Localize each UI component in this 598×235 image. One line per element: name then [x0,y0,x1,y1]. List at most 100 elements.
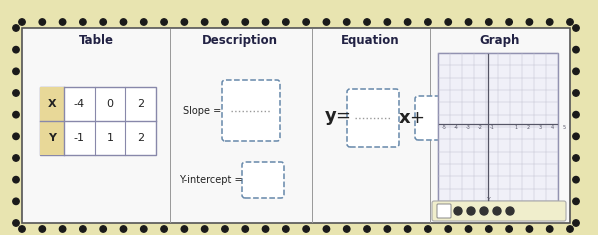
FancyBboxPatch shape [432,201,566,221]
Circle shape [573,198,579,204]
Text: Y-intercept =: Y-intercept = [179,175,243,185]
Circle shape [59,19,66,25]
Circle shape [547,226,553,232]
Circle shape [454,207,462,215]
Circle shape [573,111,579,118]
Circle shape [202,19,208,25]
Circle shape [573,155,579,161]
Circle shape [202,226,208,232]
Circle shape [19,19,25,25]
Text: 3: 3 [538,125,542,130]
Circle shape [59,226,66,232]
Bar [40,87,156,155]
Bar [22,28,570,223]
Text: -2: -2 [478,125,483,130]
Circle shape [120,19,127,25]
Text: 1: 1 [514,125,517,130]
Text: -5: -5 [441,125,447,130]
Circle shape [283,226,289,232]
Circle shape [573,68,579,74]
FancyBboxPatch shape [347,89,399,147]
Circle shape [573,220,579,226]
Circle shape [526,226,533,232]
Circle shape [13,111,19,118]
FancyBboxPatch shape [222,80,280,141]
Circle shape [567,19,573,25]
Circle shape [161,19,167,25]
Circle shape [573,25,579,31]
Text: 0: 0 [106,99,114,109]
Text: $\mathbf{y}$=: $\mathbf{y}$= [324,109,351,127]
Circle shape [263,226,269,232]
Text: Description: Description [202,34,278,47]
FancyBboxPatch shape [242,162,284,198]
Circle shape [100,226,106,232]
FancyBboxPatch shape [437,204,451,218]
Circle shape [480,207,488,215]
Circle shape [13,220,19,226]
Circle shape [364,19,370,25]
Circle shape [13,176,19,183]
Text: Equation: Equation [341,34,399,47]
Circle shape [573,47,579,53]
Circle shape [486,19,492,25]
Text: -3: -3 [466,125,471,130]
Text: -1: -1 [490,125,495,130]
Circle shape [404,226,411,232]
Circle shape [80,19,86,25]
Circle shape [567,226,573,232]
Circle shape [19,226,25,232]
Circle shape [283,19,289,25]
Circle shape [425,19,431,25]
Circle shape [222,226,228,232]
Circle shape [161,226,167,232]
Text: Slope =: Slope = [183,106,221,115]
Circle shape [364,226,370,232]
Circle shape [547,19,553,25]
Circle shape [506,19,512,25]
Text: 2: 2 [137,99,144,109]
Circle shape [222,19,228,25]
Circle shape [445,226,451,232]
Circle shape [573,90,579,96]
Circle shape [242,19,248,25]
Circle shape [303,226,309,232]
Text: Y: Y [487,197,492,202]
Text: 2: 2 [526,125,530,130]
Circle shape [263,19,269,25]
Text: 5: 5 [563,125,566,130]
Circle shape [13,90,19,96]
Circle shape [404,19,411,25]
Circle shape [120,226,127,232]
Text: Graph: Graph [480,34,520,47]
Text: -4: -4 [74,99,85,109]
Circle shape [39,19,45,25]
Circle shape [465,226,472,232]
FancyBboxPatch shape [415,96,457,140]
Circle shape [526,19,533,25]
Text: 1: 1 [106,133,114,143]
Circle shape [506,207,514,215]
Circle shape [13,133,19,140]
Bar [40,121,64,155]
Circle shape [467,207,475,215]
Circle shape [324,19,329,25]
Circle shape [181,19,188,25]
Circle shape [493,207,501,215]
Circle shape [100,19,106,25]
Circle shape [13,68,19,74]
Circle shape [13,25,19,31]
Circle shape [13,198,19,204]
Circle shape [445,19,451,25]
Circle shape [486,226,492,232]
Bar [438,53,558,201]
Circle shape [141,19,147,25]
Circle shape [13,155,19,161]
Text: Table: Table [78,34,114,47]
Text: Y: Y [48,133,56,143]
Text: -1: -1 [74,133,85,143]
Circle shape [573,176,579,183]
Circle shape [80,226,86,232]
Circle shape [343,226,350,232]
Circle shape [13,47,19,53]
